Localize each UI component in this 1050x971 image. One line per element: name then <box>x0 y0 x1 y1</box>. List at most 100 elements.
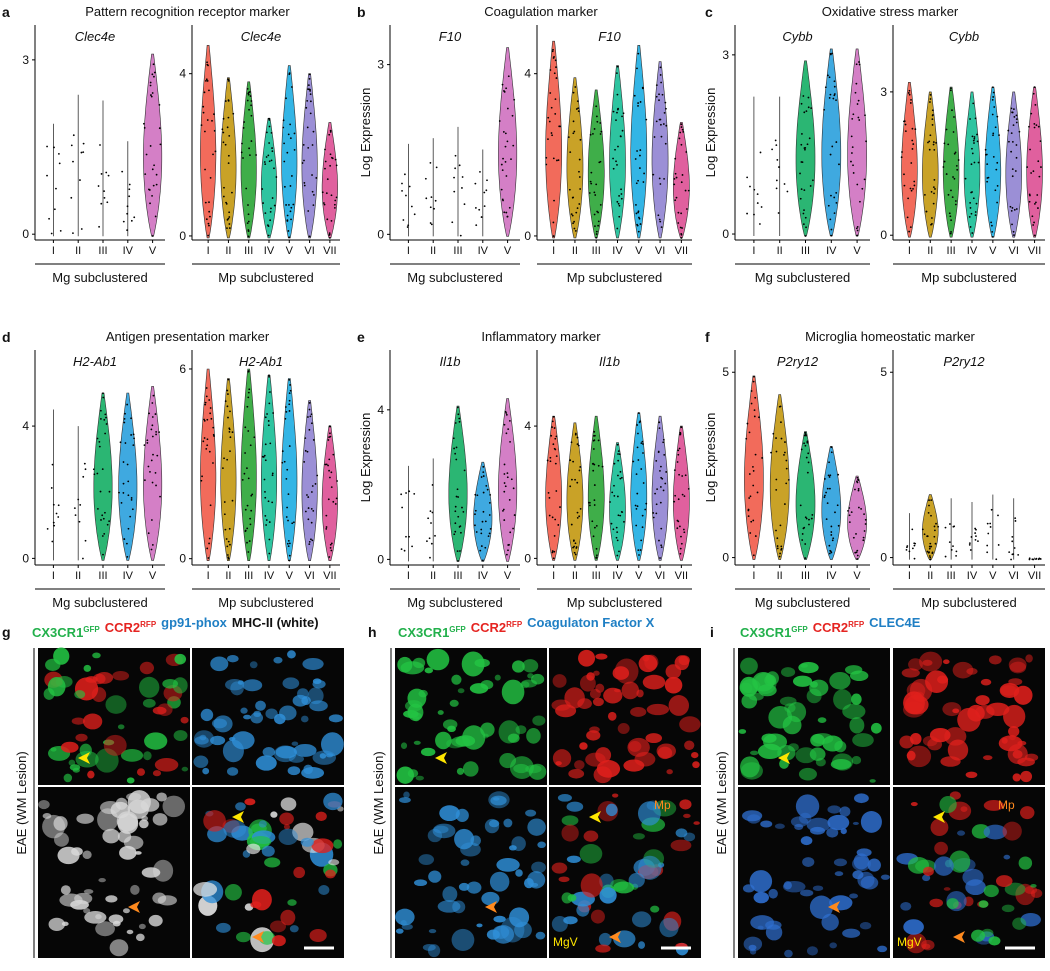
jitter-dot <box>949 215 952 218</box>
arrow-head <box>232 811 244 823</box>
jitter-dot <box>1009 205 1012 208</box>
jitter-dot <box>407 224 410 227</box>
jitter-dot <box>779 552 781 555</box>
jitter-dot <box>640 442 643 445</box>
cell <box>598 932 612 947</box>
jitter-dot <box>303 461 306 463</box>
cell <box>458 882 470 891</box>
jitter-dot <box>746 176 749 179</box>
jitter-dot <box>244 426 247 429</box>
jitter-dot <box>1035 558 1037 561</box>
jitter-dot <box>550 132 553 134</box>
jitter-dot <box>101 514 104 517</box>
cell <box>802 857 815 867</box>
x-tick-label: V <box>989 245 997 257</box>
jitter-dot <box>70 196 73 199</box>
jitter-dot <box>486 488 489 491</box>
jitter-dot <box>133 216 136 219</box>
jitter-dot <box>288 559 291 562</box>
jitter-dot <box>105 423 108 425</box>
jitter-dot <box>461 506 463 509</box>
cell <box>674 655 690 671</box>
jitter-dot <box>831 52 833 55</box>
jitter-dot <box>150 548 153 551</box>
jitter-dot <box>683 531 686 534</box>
jitter-dot <box>800 102 803 105</box>
group-label: Mg subclustered <box>407 595 502 610</box>
cell <box>193 882 218 897</box>
cell <box>1003 854 1011 860</box>
cell <box>636 689 644 698</box>
jitter-dot <box>1030 172 1033 174</box>
jitter-dot <box>205 447 208 450</box>
cell <box>307 687 324 705</box>
cell <box>246 843 261 855</box>
cell <box>827 814 850 831</box>
jitter-dot <box>775 488 778 491</box>
jitter-dot <box>312 204 315 207</box>
jitter-dot <box>206 63 209 66</box>
jitter-dot <box>570 213 573 216</box>
jitter-dot <box>616 93 619 96</box>
jitter-dot <box>574 230 577 232</box>
cell <box>92 652 101 659</box>
jitter-dot <box>488 532 491 535</box>
cell <box>535 931 546 940</box>
jitter-dot <box>227 78 230 81</box>
jitter-dot <box>98 225 100 228</box>
cell <box>112 671 130 681</box>
jitter-dot <box>309 88 311 91</box>
x-tick-label: V <box>149 570 157 582</box>
jitter-dot <box>551 420 554 423</box>
jitter-dot <box>591 520 594 523</box>
jitter-dot <box>334 199 337 202</box>
cell <box>173 730 188 741</box>
jitter-dot <box>928 140 931 143</box>
jitter-dot <box>930 191 933 193</box>
jitter-dot <box>601 465 604 468</box>
jitter-dot <box>334 503 337 505</box>
jitter-dot <box>590 171 593 174</box>
cell <box>522 659 539 673</box>
jitter-dot <box>501 83 504 86</box>
cell <box>470 835 481 846</box>
group-label: Mg subclustered <box>755 595 850 610</box>
jitter-dot <box>597 439 600 442</box>
jitter-dot <box>263 454 266 457</box>
cell <box>638 654 658 673</box>
jitter-dot <box>680 535 682 538</box>
jitter-dot <box>673 500 676 503</box>
jitter-dot <box>264 443 267 446</box>
jitter-dot <box>964 177 967 180</box>
jitter-dot <box>927 141 929 144</box>
jitter-dot <box>776 545 779 547</box>
cell <box>225 679 245 691</box>
cell <box>742 884 755 893</box>
jitter-dot <box>677 453 680 456</box>
cell <box>400 920 407 926</box>
violin <box>143 386 163 561</box>
cell <box>693 821 700 825</box>
cell <box>57 846 80 865</box>
jitter-dot <box>944 555 947 558</box>
cell <box>683 813 691 818</box>
jitter-dot <box>130 498 133 501</box>
jitter-dot <box>802 212 805 215</box>
jitter-dot <box>328 236 331 239</box>
x-tick-label: III <box>592 245 601 257</box>
jitter-dot <box>754 535 757 537</box>
jitter-dot <box>267 424 270 427</box>
jitter-dot <box>102 396 105 399</box>
jitter-dot <box>124 442 127 444</box>
cell <box>908 940 917 949</box>
jitter-dot <box>616 539 619 542</box>
jitter-dot <box>778 166 780 168</box>
jitter-dot <box>212 462 214 464</box>
jitter-dot <box>481 559 484 562</box>
jitter-dot <box>327 464 329 467</box>
jitter-dot <box>306 126 309 129</box>
jitter-dot <box>780 437 783 440</box>
jitter-dot <box>805 110 808 113</box>
jitter-dot <box>828 552 831 555</box>
cell <box>1004 882 1026 896</box>
